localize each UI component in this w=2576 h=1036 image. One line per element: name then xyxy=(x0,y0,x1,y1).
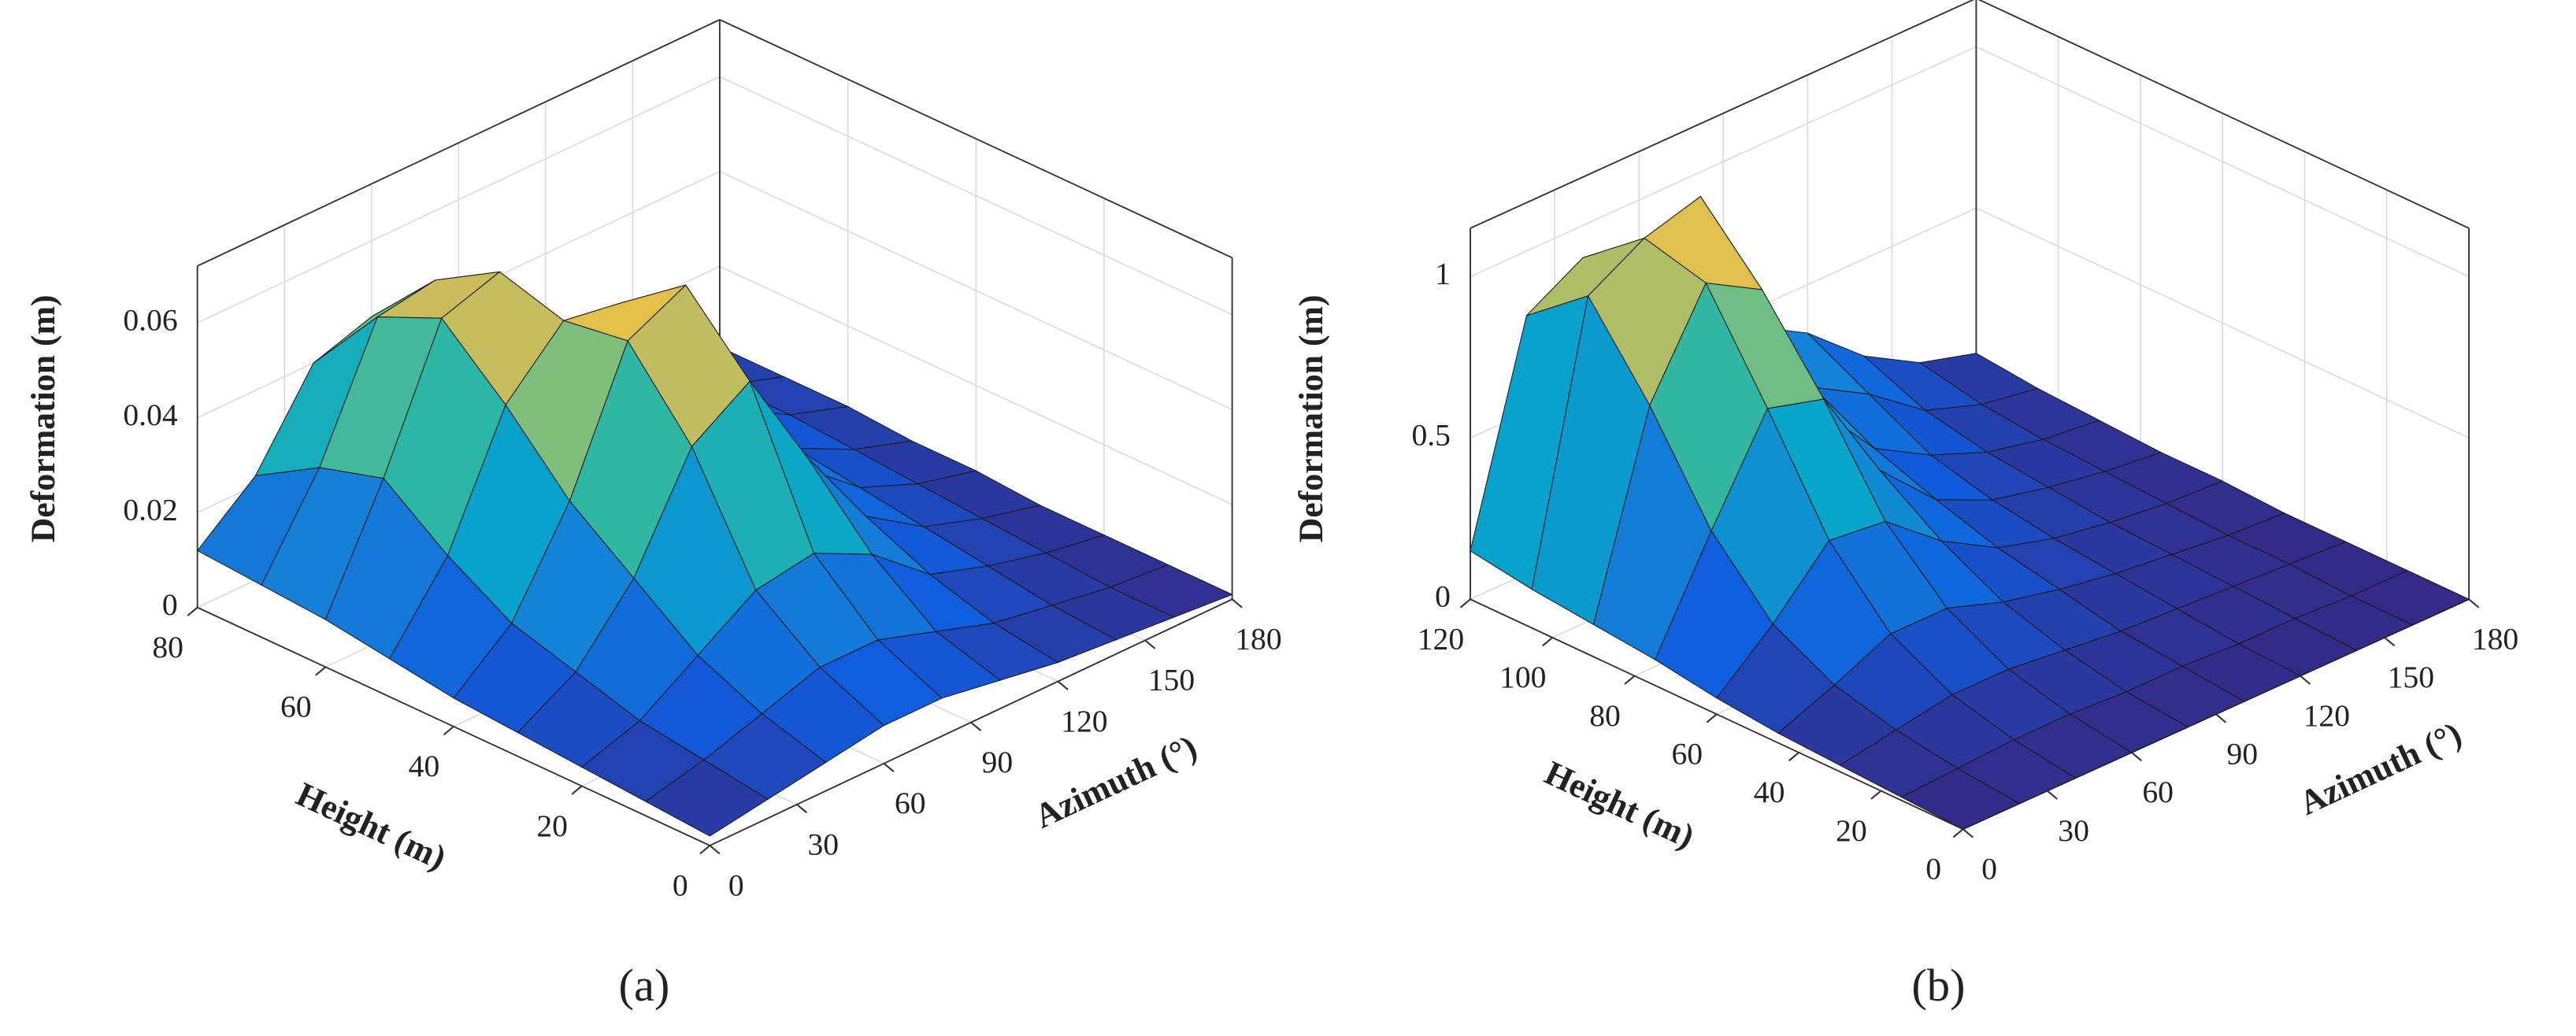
grid-line xyxy=(1976,207,2470,439)
x-tick-label: 80 xyxy=(152,630,183,664)
tick-mark xyxy=(1057,680,1069,690)
surface-cell xyxy=(645,759,769,837)
panel: 00.510204060801001200306090120150180Heig… xyxy=(1292,0,2519,1011)
tick-mark xyxy=(1542,637,1553,647)
tick-mark xyxy=(2468,598,2480,609)
x-tick-label: 100 xyxy=(1499,660,1546,694)
y-tick-label: 60 xyxy=(2142,775,2174,809)
z-tick-label: 1 xyxy=(1435,256,1451,290)
tick-mark xyxy=(709,845,721,855)
z-tick-label: 0.04 xyxy=(123,398,178,432)
x-tick-label: 0 xyxy=(673,868,688,902)
x-tick-label: 60 xyxy=(1671,737,1703,771)
z-tick-label: 0 xyxy=(162,587,178,622)
z-tick-label: 0.02 xyxy=(123,492,177,527)
box-edge xyxy=(719,19,1232,259)
tick-mark xyxy=(970,721,982,731)
tick-mark xyxy=(2300,675,2311,685)
z-axis-label: Deformation (m) xyxy=(1292,294,1330,542)
y-tick-label: 180 xyxy=(2472,622,2519,657)
panel: 0 0.02 0.04 0.06 0 20 40 60 80 0 30 60 90 120 150 180 He… xyxy=(24,19,1282,1011)
grid-line xyxy=(719,171,1232,410)
tick-mark xyxy=(1870,790,1882,800)
box-edge xyxy=(1977,0,2470,229)
tick-mark xyxy=(315,666,327,676)
box-edge xyxy=(1470,0,1975,229)
caption: (a) xyxy=(619,960,670,1011)
caption: (b) xyxy=(1911,960,1965,1011)
tick-mark xyxy=(796,804,808,814)
y-tick-label: 30 xyxy=(807,827,839,861)
x-tick-label: 60 xyxy=(280,690,312,724)
grid-line xyxy=(1976,46,2470,278)
z-axis-label: Deformation (m) xyxy=(24,294,62,542)
tick-mark xyxy=(1144,639,1156,649)
z-tick-label: 0.5 xyxy=(1411,417,1451,452)
grid-line xyxy=(719,265,1232,505)
tick-mark xyxy=(2384,637,2396,647)
y-tick-label: 30 xyxy=(2058,813,2089,848)
tick-mark xyxy=(1788,752,1799,762)
grid-line xyxy=(1470,46,1977,278)
x-tick-label: 20 xyxy=(536,808,568,843)
y-axis-label: Azimuth (°) xyxy=(1029,728,1203,836)
y-tick-label: 120 xyxy=(2304,698,2350,733)
y-tick-label: 0 xyxy=(728,868,744,902)
y-tick-label: 150 xyxy=(1148,663,1195,697)
x-axis-label: Height (m) xyxy=(291,775,451,877)
z-tick-label: 0 xyxy=(1435,579,1451,613)
tick-mark xyxy=(1231,598,1243,609)
tick-mark xyxy=(2047,790,2058,800)
y-tick-label: 150 xyxy=(2388,660,2434,694)
tick-mark xyxy=(883,762,895,773)
x-tick-label: 0 xyxy=(1926,852,1941,886)
x-tick-label: 80 xyxy=(1589,698,1621,733)
y-tick-label: 0 xyxy=(1981,852,1997,886)
tick-mark xyxy=(571,785,583,795)
tick-mark xyxy=(1624,675,1636,685)
grid-line xyxy=(197,76,721,324)
tick-mark xyxy=(2215,713,2227,723)
y-tick-label: 90 xyxy=(2226,737,2258,771)
y-tick-label: 90 xyxy=(982,745,1014,779)
tick-mark xyxy=(2131,752,2142,762)
y-tick-label: 180 xyxy=(1235,622,1281,657)
box-edge xyxy=(197,19,721,267)
tick-mark xyxy=(1952,828,1964,838)
x-tick-label: 40 xyxy=(1754,775,1785,809)
z-tick-label: 0.06 xyxy=(123,302,177,337)
tick-mark xyxy=(1706,713,1718,723)
x-tick-label: 120 xyxy=(1418,622,1464,657)
surface-cell xyxy=(1900,768,2021,830)
tick-mark xyxy=(699,845,711,855)
tick-mark xyxy=(1963,828,1974,838)
grid-line xyxy=(719,76,1232,316)
y-tick-label: 60 xyxy=(895,786,926,820)
tick-mark xyxy=(187,606,198,616)
tick-mark xyxy=(443,726,454,736)
x-tick-label: 40 xyxy=(409,749,440,783)
x-tick-label: 20 xyxy=(1836,813,1867,848)
y-tick-label: 120 xyxy=(1061,704,1107,738)
tick-mark xyxy=(1459,598,1471,609)
